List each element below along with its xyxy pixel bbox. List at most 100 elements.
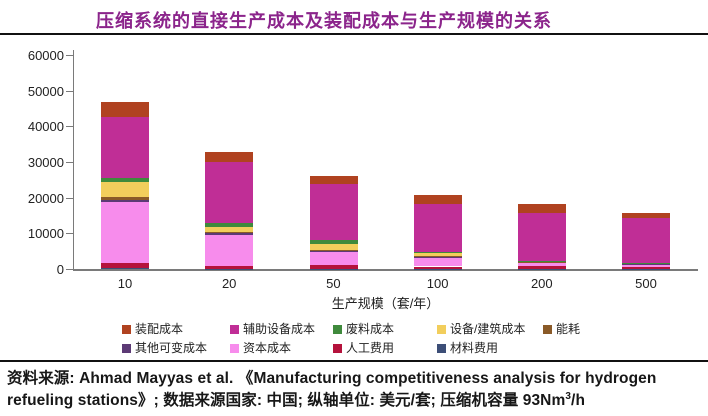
bar-segment-废料成本 <box>205 222 254 227</box>
bar-segment-辅助设备成本 <box>309 184 358 241</box>
bar-segment-废料成本 <box>309 240 358 245</box>
source-line-2: refueling stations》; 数据来源国家: 中国; 纵轴单位: 美… <box>7 388 707 410</box>
bar-segment-资本成本 <box>205 234 254 266</box>
bar-segment-设备/建筑成本 <box>309 244 358 250</box>
legend-item-设备/建筑成本: 设备/建筑成本 <box>437 320 526 336</box>
bar-segment-能耗 <box>413 256 462 257</box>
y-tick-label: 10000 <box>27 226 64 242</box>
legend-swatch <box>543 325 552 334</box>
bar-segment-其他可变成本 <box>413 256 462 258</box>
x-tick-label: 100 <box>426 276 449 291</box>
bar-segment-能耗 <box>309 249 358 251</box>
bar-segment-资本成本 <box>413 257 462 267</box>
bar-segment-人工费用 <box>205 265 254 269</box>
x-axis-title: 生产规模（套/年） <box>331 296 440 311</box>
y-axis-line <box>73 50 74 270</box>
bar-segment-资本成本 <box>622 264 671 267</box>
bar-segment-能耗 <box>205 232 254 234</box>
bar-segment-资本成本 <box>517 262 566 267</box>
bar-segment-辅助设备成本 <box>205 162 254 223</box>
legend-label: 资本成本 <box>243 341 292 355</box>
legend-label: 废料成本 <box>346 322 395 336</box>
legend-label: 设备/建筑成本 <box>450 322 526 336</box>
x-tick-label: 500 <box>635 276 657 291</box>
source-line-2-text: refueling stations》; 数据来源国家: 中国; 纵轴单位: 美… <box>7 392 566 409</box>
legend-swatch <box>230 344 239 353</box>
y-tick-mark <box>66 90 73 92</box>
legend-label: 材料费用 <box>450 341 499 355</box>
bar-segment-能耗 <box>101 197 150 200</box>
x-tick-label: 10 <box>117 276 133 291</box>
bar-segment-材料费用 <box>101 268 150 269</box>
bar-segment-人工费用 <box>622 266 671 269</box>
legend-item-废料成本: 废料成本 <box>333 320 395 336</box>
bar-segment-装配成本 <box>309 176 358 185</box>
bar-segment-辅助设备成本 <box>413 203 462 253</box>
legend-swatch <box>333 325 342 334</box>
y-tick-label: 50000 <box>27 83 64 99</box>
legend-item-材料费用: 材料费用 <box>437 339 499 355</box>
x-tick-label: 20 <box>221 276 237 291</box>
y-tick-label: 40000 <box>27 119 64 135</box>
bar-segment-其他可变成本 <box>101 199 150 203</box>
legend-item-能耗: 能耗 <box>543 320 581 336</box>
x-axis-line <box>73 269 698 271</box>
superscript-3: 3 <box>565 390 572 402</box>
bar-segment-辅助设备成本 <box>622 217 671 263</box>
legend-swatch <box>437 344 446 353</box>
x-tick-label: 50 <box>326 276 341 291</box>
legend-swatch <box>333 344 342 353</box>
bar-segment-废料成本 <box>413 252 462 253</box>
bar-segment-人工费用 <box>101 263 150 269</box>
bar-segment-人工费用 <box>517 266 566 269</box>
legend-label: 装配成本 <box>135 322 184 336</box>
legend-label: 人工费用 <box>346 341 395 355</box>
y-tick-mark <box>66 233 73 235</box>
bar-segment-其他可变成本 <box>205 233 254 235</box>
bar-segment-装配成本 <box>205 151 254 163</box>
legend-swatch <box>122 325 131 334</box>
legend-item-辅助设备成本: 辅助设备成本 <box>230 320 316 336</box>
y-tick-mark <box>66 269 73 270</box>
bar-segment-人工费用 <box>413 266 462 269</box>
bar-segment-其他可变成本 <box>309 250 358 253</box>
bar-segment-废料成本 <box>101 177 150 183</box>
legend-item-装配成本: 装配成本 <box>122 320 184 336</box>
bar-segment-资本成本 <box>309 252 358 266</box>
y-tick-mark <box>66 55 73 56</box>
bar-segment-资本成本 <box>101 202 150 264</box>
y-tick-mark <box>66 126 73 128</box>
source-line-1: 资料来源: Ahmad Mayyas et al. 《Manufacturing… <box>7 370 657 387</box>
y-tick-label: 0 <box>56 262 64 277</box>
legend-item-其他可变成本: 其他可变成本 <box>122 339 208 355</box>
bar-segment-设备/建筑成本 <box>413 252 462 257</box>
legend-label: 辅助设备成本 <box>243 322 316 336</box>
bar-segment-设备/建筑成本 <box>101 182 150 198</box>
y-tick-label: 30000 <box>27 155 64 170</box>
legend-item-资本成本: 资本成本 <box>230 339 292 355</box>
y-tick-label: 60000 <box>27 48 64 63</box>
legend-label: 能耗 <box>556 322 581 336</box>
bar-segment-辅助设备成本 <box>517 213 566 261</box>
legend-item-人工费用: 人工费用 <box>333 339 395 355</box>
x-tick-label: 200 <box>530 276 553 291</box>
bar-segment-设备/建筑成本 <box>205 226 254 233</box>
legend-swatch <box>122 344 131 353</box>
chart-title: 压缩系统的直接生产成本及装配成本与生产规模的关系 <box>96 11 552 31</box>
bar-segment-装配成本 <box>622 213 671 218</box>
y-tick-mark <box>66 197 73 199</box>
bar-segment-装配成本 <box>413 194 462 204</box>
footer-separator <box>0 360 708 362</box>
source-line-2-end: /h <box>571 392 586 409</box>
legend-label: 其他可变成本 <box>135 341 208 355</box>
y-tick-label: 20000 <box>27 190 64 206</box>
legend-swatch <box>437 325 446 334</box>
title-underline <box>0 33 708 35</box>
bar-segment-装配成本 <box>517 204 566 213</box>
bar-segment-装配成本 <box>101 101 150 117</box>
bar-segment-辅助设备成本 <box>101 116 150 178</box>
y-tick-mark <box>66 162 73 163</box>
bar-segment-人工费用 <box>309 265 358 269</box>
legend-swatch <box>230 325 239 334</box>
